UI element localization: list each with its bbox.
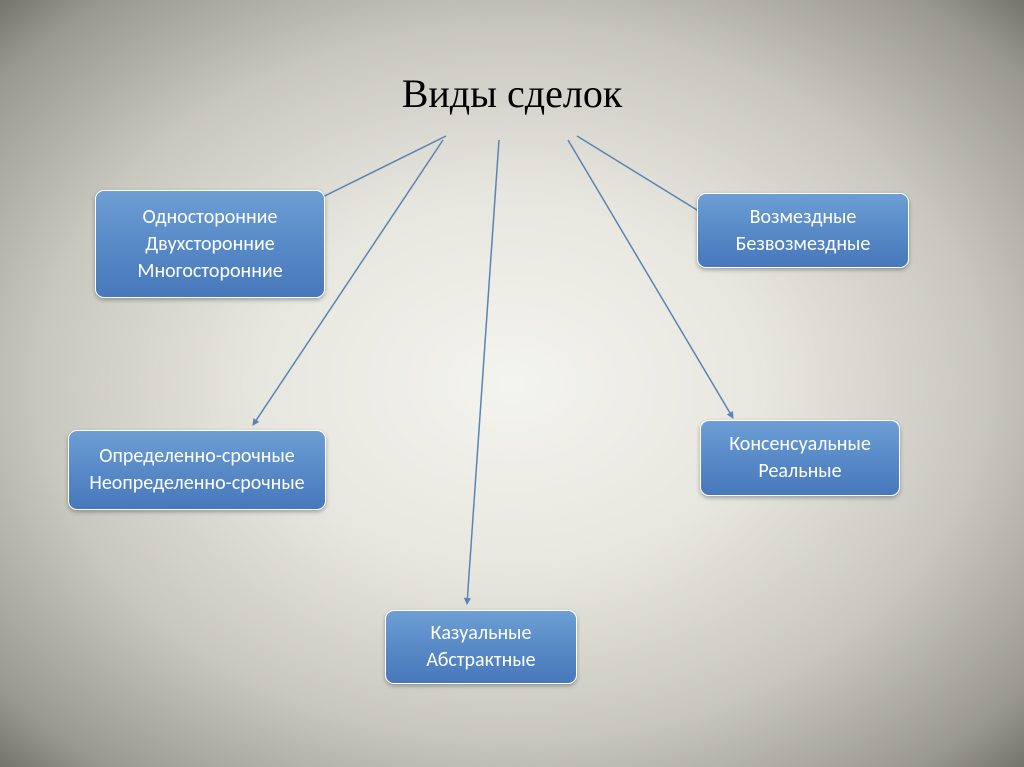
node-consensual: КонсенсуальныеРеальные [700,420,900,496]
node-line: Возмездные [750,204,857,231]
node-line: Казуальные [431,620,532,647]
node-line: Неопределенно-срочные [89,470,304,497]
node-term: Определенно-срочныеНеопределенно-срочные [68,430,326,510]
node-line: Двухсторонние [145,231,275,258]
node-line: Безвозмездные [736,231,871,258]
node-causal: КазуальныеАбстрактные [385,610,577,684]
node-line: Определенно-срочные [99,443,295,470]
arrow-4 [568,140,733,418]
node-line: Абстрактные [426,647,535,674]
arrow-5 [467,140,499,604]
node-line: Консенсуальные [729,431,871,458]
node-compensated: ВозмездныеБезвозмездные [697,193,909,268]
diagram-title: Виды сделок [0,70,1024,117]
node-line: Многосторонние [137,258,282,285]
diagram-canvas: Виды сделок ОдносторонниеДвухсторонниеМн… [0,0,1024,767]
arrow-2 [577,136,710,218]
node-line: Односторонние [143,204,278,231]
node-line: Реальные [758,458,841,485]
node-parties: ОдносторонниеДвухсторонниеМногосторонние [95,190,325,298]
